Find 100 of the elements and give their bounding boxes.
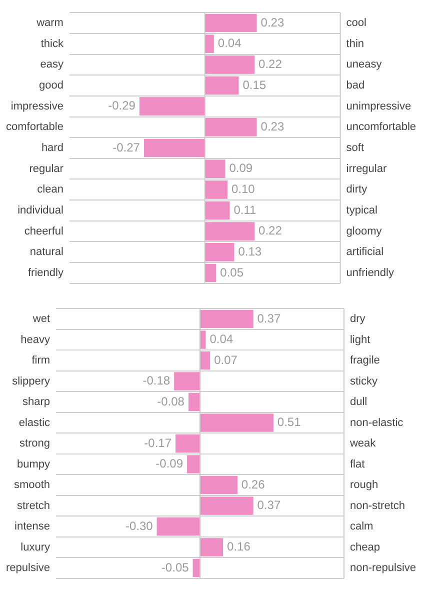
data-label: 0.09	[229, 161, 253, 176]
y2-tick-label: gloomy	[346, 225, 382, 238]
y-tick-label: bumpy	[16, 458, 51, 470]
y2-tick-label: bad	[346, 80, 365, 92]
y-tick-label: smooth	[14, 479, 50, 492]
data-label: -0.08	[157, 394, 185, 408]
y2-tick-label: cool	[346, 17, 366, 30]
y2-tick-label: non-stretch	[350, 500, 405, 512]
bar	[139, 97, 205, 116]
data-label: 0.22	[258, 56, 282, 71]
data-label: 0.10	[231, 182, 256, 196]
y2-tick-label: artificial	[346, 246, 384, 258]
y-tick-label: natural	[30, 246, 64, 258]
bar	[204, 264, 216, 282]
y-tick-label: hard	[41, 142, 64, 154]
y2-tick-label: light	[350, 334, 370, 346]
bar	[204, 34, 214, 54]
y2-tick-label: calm	[350, 520, 374, 533]
bar	[200, 351, 210, 370]
y2-tick-label: irregular	[346, 162, 387, 175]
y-tick-label: slippery	[12, 375, 51, 388]
data-label: 0.37	[257, 498, 281, 512]
bar	[204, 180, 228, 199]
y2-tick-label: dry	[350, 313, 366, 326]
data-label: 0.07	[214, 352, 238, 367]
y-tick-label: thick	[40, 38, 64, 50]
y2-tick-label: weak	[348, 438, 376, 450]
y-tick-label: luxury	[20, 541, 51, 554]
data-label: 0.51	[277, 415, 302, 430]
data-label: 0.11	[234, 202, 256, 217]
bar	[204, 118, 257, 136]
y-tick-label: repulsive	[6, 562, 50, 574]
y2-tick-label: thin	[346, 38, 364, 50]
bar	[200, 496, 254, 515]
bar	[204, 160, 226, 178]
bar	[204, 14, 257, 32]
y2-tick-label: uneasy	[346, 58, 382, 71]
y-tick-label: stretch	[17, 500, 50, 512]
y2-tick-label: typical	[346, 204, 378, 217]
data-label: 0.04	[210, 332, 234, 346]
data-label: 0.23	[260, 119, 284, 134]
y-tick-label: impressive	[10, 100, 64, 112]
data-label: -0.09	[156, 456, 184, 471]
y-tick-label: easy	[40, 58, 64, 71]
data-label: 0.37	[257, 311, 281, 326]
bar	[200, 476, 238, 494]
y-tick-label: warm	[36, 17, 64, 30]
data-label: 0.15	[242, 78, 266, 92]
y2-tick-label: dull	[350, 396, 368, 408]
bar	[187, 455, 200, 474]
bar	[204, 242, 234, 262]
bar	[200, 538, 224, 556]
y-tick-label: firm	[32, 354, 50, 367]
bar	[188, 392, 200, 412]
bar	[204, 56, 255, 74]
y-tick-label: elastic	[18, 416, 51, 429]
y-tick-label: sharp	[22, 396, 50, 408]
bar	[204, 201, 230, 220]
y-tick-label: individual	[18, 204, 64, 217]
data-label: -0.17	[144, 436, 172, 450]
y2-tick-label: sticky	[350, 375, 378, 388]
data-label: -0.27	[112, 140, 140, 154]
y2-tick-label: unimpressive	[346, 100, 412, 112]
y2-tick-label: fragile	[350, 354, 380, 367]
data-label: -0.29	[108, 98, 136, 113]
y-tick-label: friendly	[28, 267, 64, 280]
data-label: 0.13	[238, 244, 262, 258]
data-label: 0.26	[241, 477, 266, 492]
y-tick-label: clean	[37, 184, 64, 196]
y-tick-label: wet	[32, 313, 50, 326]
bar	[174, 372, 200, 390]
bar	[144, 138, 205, 158]
bar	[200, 310, 254, 328]
data-label: -0.05	[161, 560, 190, 574]
y-tick-label: cheerful	[24, 225, 64, 238]
data-label: 0.22	[258, 224, 282, 238]
y-tick-label: comfortable	[6, 121, 64, 134]
y2-tick-label: soft	[346, 142, 364, 154]
bar	[204, 76, 239, 95]
data-label: 0.16	[227, 540, 251, 554]
bar	[176, 434, 200, 453]
bar	[156, 517, 200, 536]
data-label: -0.30	[125, 518, 154, 533]
y-tick-label: intense	[14, 520, 50, 533]
y2-tick-label: rough	[350, 479, 378, 492]
data-label: 0.23	[260, 15, 284, 30]
y-tick-label: strong	[19, 438, 50, 450]
bar	[200, 414, 274, 432]
y2-tick-label: uncomfortable	[346, 121, 416, 134]
y2-tick-label: flat	[350, 458, 365, 470]
data-label: 0.05	[220, 265, 244, 280]
data-label: 0.04	[218, 36, 242, 50]
y-tick-label: heavy	[20, 334, 51, 346]
y-tick-label: regular	[29, 162, 64, 175]
data-label: -0.18	[142, 374, 170, 388]
y2-tick-label: non-elastic	[350, 416, 404, 429]
bar	[200, 330, 206, 349]
y2-tick-label: dirty	[346, 184, 368, 196]
y2-tick-label: non-repulsive	[350, 562, 416, 574]
y-tick-label: good	[38, 80, 64, 92]
